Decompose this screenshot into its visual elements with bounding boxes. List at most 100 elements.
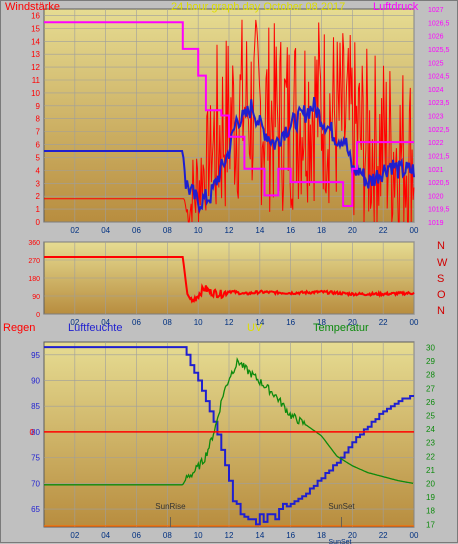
x-tick-label-3-0: 02 xyxy=(70,531,79,540)
y-right-tick-1-3: 1020,5 xyxy=(428,180,450,187)
sunset-bottom-label: SunSet xyxy=(329,539,352,544)
x-tick-label-2-0: 02 xyxy=(70,318,79,327)
x-tick-label-3-1: 04 xyxy=(101,531,110,540)
y-left-tick-3-6: 95 xyxy=(31,351,40,360)
y-right-tick-1-15: 1026,5 xyxy=(428,20,450,27)
x-tick-label-3-7: 16 xyxy=(286,531,295,540)
y-right-tick-3-0: 17 xyxy=(426,520,435,529)
annotation-label-sunrise: SunRise xyxy=(155,502,186,511)
y-right-tick-1-13: 1025,5 xyxy=(428,47,450,54)
x-tick-label-1-1: 04 xyxy=(101,226,110,235)
chart-title: 24 hour graph day October 08 2017 xyxy=(171,1,346,13)
x-tick-label-2-7: 16 xyxy=(286,318,295,327)
y-right-tick-1-0: 1019 xyxy=(428,220,444,227)
y-right-tick-1-2: 1020 xyxy=(428,193,444,200)
x-tick-label-3-3: 08 xyxy=(163,531,172,540)
y-right-tick-3-9: 26 xyxy=(426,398,435,407)
y-left-tick-1-6: 6 xyxy=(36,141,41,150)
y-right-tick-1-5: 1021,5 xyxy=(428,153,450,160)
series-line-1-luftdruck xyxy=(44,21,414,207)
x-tick-label-3-4: 10 xyxy=(194,531,203,540)
y-left-tick-1-9: 9 xyxy=(36,102,41,111)
series-line-3-temperatur xyxy=(44,356,414,486)
compass-east: O xyxy=(437,289,446,301)
rain-axis-tick: 0 xyxy=(30,428,35,437)
y-right-tick-3-5: 22 xyxy=(426,452,435,461)
y-right-tick-1-7: 1022,5 xyxy=(428,127,450,134)
compass-north-top: N xyxy=(437,240,445,252)
y-left-tick-1-0: 0 xyxy=(36,218,41,227)
y-left-tick-1-1: 1 xyxy=(36,205,41,214)
y-right-tick-3-8: 25 xyxy=(426,411,435,420)
x-tick-label-2-11: 00 xyxy=(410,318,419,327)
humidity-label: Luftfeuchte xyxy=(68,322,123,334)
x-tick-label-2-2: 06 xyxy=(132,318,141,327)
y-left-tick-1-12: 12 xyxy=(31,63,40,72)
x-tick-label-1-4: 10 xyxy=(194,226,203,235)
y-left-tick-1-16: 16 xyxy=(31,11,40,20)
y-left-tick-3-2: 75 xyxy=(31,454,40,463)
y-left-tick-3-3: 80 xyxy=(31,428,40,437)
x-tick-label-2-1: 04 xyxy=(101,318,110,327)
y-right-tick-3-1: 18 xyxy=(426,507,435,516)
x-tick-label-3-11: 00 xyxy=(410,531,419,540)
annotation-label-sunset: SunSet xyxy=(328,502,355,511)
y-tick-2-0: 0 xyxy=(36,312,40,319)
x-tick-label-2-10: 22 xyxy=(379,318,388,327)
x-tick-label-1-5: 12 xyxy=(225,226,234,235)
y-right-tick-1-6: 1022 xyxy=(428,140,444,147)
y-right-tick-3-11: 28 xyxy=(426,371,435,380)
x-tick-label-1-8: 18 xyxy=(317,226,326,235)
x-tick-label-2-6: 14 xyxy=(255,318,264,327)
y-right-tick-1-9: 1023,5 xyxy=(428,100,450,107)
y-tick-2-3: 270 xyxy=(28,258,40,265)
x-tick-label-3-5: 12 xyxy=(225,531,234,540)
series-line-3-luftfeuchte xyxy=(44,346,414,526)
y-left-tick-1-4: 4 xyxy=(36,166,41,175)
y-right-tick-3-12: 29 xyxy=(426,357,435,366)
x-tick-label-2-3: 08 xyxy=(163,318,172,327)
y-right-tick-3-3: 20 xyxy=(426,479,435,488)
y-left-tick-1-3: 3 xyxy=(36,179,41,188)
compass-north-bottom: N xyxy=(437,305,445,317)
y-right-tick-3-13: 30 xyxy=(426,343,435,352)
x-tick-label-2-9: 20 xyxy=(348,318,357,327)
y-right-tick-1-4: 1021 xyxy=(428,167,444,174)
y-left-tick-1-14: 14 xyxy=(31,37,40,46)
x-tick-label-1-11: 00 xyxy=(410,226,419,235)
x-tick-label-1-6: 14 xyxy=(255,226,264,235)
series-line-2-windrichtung xyxy=(44,256,415,304)
x-tick-label-3-10: 22 xyxy=(379,531,388,540)
y-right-tick-1-11: 1024,5 xyxy=(428,74,450,81)
y-left-tick-1-11: 11 xyxy=(32,76,41,85)
x-tick-label-3-9: 20 xyxy=(348,531,357,540)
x-tick-label-1-9: 20 xyxy=(348,226,357,235)
x-tick-label-2-8: 18 xyxy=(317,318,326,327)
wind-speed-label: Windstärke xyxy=(5,1,61,13)
y-right-tick-1-8: 1023 xyxy=(428,114,444,121)
x-tick-label-1-10: 22 xyxy=(379,226,388,235)
y-right-tick-3-7: 24 xyxy=(426,425,435,434)
x-tick-label-1-0: 02 xyxy=(70,226,79,235)
y-right-tick-3-6: 23 xyxy=(426,439,435,448)
y-left-tick-1-5: 5 xyxy=(36,153,41,162)
uv-label: UV xyxy=(247,322,263,334)
compass-south: S xyxy=(437,273,445,285)
y-right-tick-1-12: 1025 xyxy=(428,60,444,67)
y-right-tick-1-10: 1024 xyxy=(428,87,444,94)
y-tick-2-2: 180 xyxy=(28,276,40,283)
x-tick-label-2-4: 10 xyxy=(194,318,203,327)
y-left-tick-1-15: 15 xyxy=(31,24,40,33)
y-right-tick-3-10: 27 xyxy=(426,384,435,393)
y-right-tick-3-2: 19 xyxy=(426,493,435,502)
y-right-tick-1-16: 1027 xyxy=(428,7,444,14)
x-tick-label-3-6: 14 xyxy=(255,531,264,540)
temperature-label: Temperatur xyxy=(313,322,369,334)
y-left-tick-1-13: 13 xyxy=(31,50,40,59)
y-right-tick-1-1: 1019,5 xyxy=(428,207,450,214)
y-left-tick-3-1: 70 xyxy=(31,479,40,488)
y-tick-2-1: 90 xyxy=(32,294,40,301)
rain-label: Regen xyxy=(3,322,36,334)
